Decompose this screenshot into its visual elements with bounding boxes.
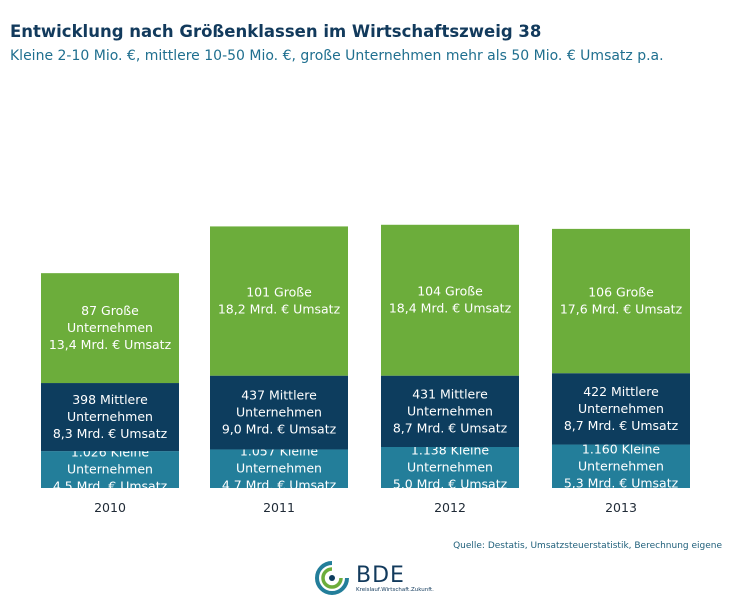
stacked-bar-chart: 1.026 Kleine Unternehmen 4,5 Mrd. € Umsatz… bbox=[41, 224, 690, 515]
bar-segment-mittlere-2010 bbox=[41, 383, 179, 452]
bar-segment-kleine-2012 bbox=[381, 447, 519, 488]
bar-segment-mittlere-2013 bbox=[552, 373, 690, 445]
bar-label-grosse-2011: 101 Große 18,2 Mrd. € Umsatz bbox=[218, 285, 341, 317]
bar-label-mittlere-2012: 431 Mittlere Unternehmen 8,7 Mrd. € Umsatz bbox=[393, 386, 508, 435]
logo-tagline: Kreislauf.Wirtschaft.Zukunft. bbox=[356, 587, 434, 593]
bar-segment-kleine-2013 bbox=[552, 444, 690, 488]
bar-label-mittlere-2011: 437 Mittlere Unternehmen 9,0 Mrd. € Umsatz bbox=[222, 388, 337, 437]
source-note: Quelle: Destatis, Umsatzsteuerstatistik,… bbox=[453, 541, 722, 551]
bar-label-grosse-2013: 106 Große 17,6 Mrd. € Umsatz bbox=[560, 285, 683, 317]
bar-label-grosse-2010: 87 Große Unternehmen 13,4 Mrd. € Umsatz bbox=[49, 303, 172, 352]
bar-segment-grosse-2010 bbox=[41, 273, 179, 384]
bde-logo: BDE Kreislauf.Wirtschaft.Zukunft. bbox=[312, 560, 442, 596]
bar-segment-kleine-2011 bbox=[210, 449, 348, 488]
x-tick-label-2013: 2013 bbox=[605, 500, 637, 515]
bar-segment-grosse-2013 bbox=[552, 228, 690, 374]
chart-subtitle: Kleine 2-10 Mio. €, mittlere 10-50 Mio. … bbox=[10, 48, 664, 64]
x-tick-label-2011: 2011 bbox=[263, 500, 295, 515]
bar-segment-grosse-2011 bbox=[210, 226, 348, 376]
bar-label-mittlere-2010: 398 Mittlere Unternehmen 8,3 Mrd. € Umsatz bbox=[53, 392, 168, 441]
chart-title: Entwicklung nach Größenklassen im Wirtsc… bbox=[10, 22, 542, 41]
bar-label-mittlere-2013: 422 Mittlere Unternehmen 8,7 Mrd. € Umsatz bbox=[564, 384, 679, 433]
bar-label-kleine-2010: 1.026 Kleine Unternehmen 4,5 Mrd. € Umsatz bbox=[53, 445, 168, 494]
bar-segment-grosse-2012 bbox=[381, 224, 519, 376]
bar-label-grosse-2012: 104 Große 18,4 Mrd. € Umsatz bbox=[389, 284, 512, 316]
bar-segment-kleine-2010 bbox=[41, 451, 179, 488]
bde-logo-icon bbox=[315, 561, 349, 595]
x-tick-label-2012: 2012 bbox=[434, 500, 466, 515]
bar-segment-mittlere-2011 bbox=[210, 375, 348, 450]
bar-segment-mittlere-2012 bbox=[381, 375, 519, 447]
x-tick-label-2010: 2010 bbox=[94, 500, 126, 515]
logo-name: BDE bbox=[356, 563, 405, 588]
bar-label-kleine-2013: 1.160 Kleine Unternehmen 5,3 Mrd. € Umsatz bbox=[564, 441, 679, 490]
